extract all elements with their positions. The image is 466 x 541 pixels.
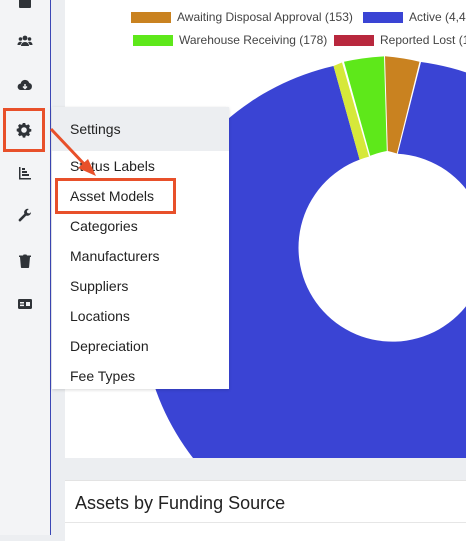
menu-item-status-labels[interactable]: Status Labels	[70, 158, 155, 174]
panel-title: Assets by Funding Source	[75, 493, 286, 513]
menu-item-asset-models[interactable]: Asset Models	[55, 178, 176, 214]
cloud-download-icon[interactable]	[9, 69, 41, 101]
gear-icon[interactable]	[3, 108, 45, 152]
legend-label: Reported Lost (1	[380, 33, 466, 47]
wrench-icon[interactable]	[9, 200, 41, 232]
box-icon[interactable]	[9, 0, 41, 18]
menu-item-suppliers[interactable]: Suppliers	[70, 278, 129, 294]
menu-item-locations[interactable]: Locations	[70, 308, 130, 324]
legend-swatch	[131, 11, 171, 23]
legend-item-active[interactable]: Active (4,4	[363, 10, 466, 24]
legend-item-reported-lost[interactable]: Reported Lost (1	[334, 33, 466, 47]
legend-label: Active (4,4	[409, 10, 466, 24]
legend-swatch	[133, 34, 173, 46]
legend-item-warehouse[interactable]: Warehouse Receiving (178)	[133, 33, 327, 47]
chart-slice-other[interactable]	[333, 62, 370, 160]
id-card-icon[interactable]	[9, 288, 41, 320]
chart-icon[interactable]	[9, 157, 41, 189]
trash-icon[interactable]	[9, 245, 41, 277]
icon-sidebar	[0, 0, 51, 535]
menu-item-categories[interactable]: Categories	[70, 218, 138, 234]
legend-item-awaiting[interactable]: Awaiting Disposal Approval (153)	[131, 10, 353, 24]
menu-item-manufacturers[interactable]: Manufacturers	[70, 248, 160, 264]
legend-label: Warehouse Receiving (178)	[179, 33, 328, 47]
menu-item-fee-types[interactable]: Fee Types	[70, 368, 136, 384]
settings-menu-header[interactable]: Settings	[52, 107, 229, 151]
menu-item-depreciation[interactable]: Depreciation	[70, 338, 149, 354]
chart-slice-warehouse-receiving[interactable]	[344, 56, 387, 156]
divider	[65, 522, 466, 523]
chart-slice-awaiting-disposal[interactable]	[385, 56, 420, 154]
funding-source-panel: Assets by Funding Source	[65, 480, 466, 541]
legend-swatch	[334, 34, 374, 46]
settings-flyout-menu: Settings Status Labels Asset Models Cate…	[52, 107, 229, 389]
users-icon[interactable]	[9, 25, 41, 57]
legend-label: Awaiting Disposal Approval (153)	[177, 10, 353, 24]
legend-swatch	[363, 11, 403, 23]
